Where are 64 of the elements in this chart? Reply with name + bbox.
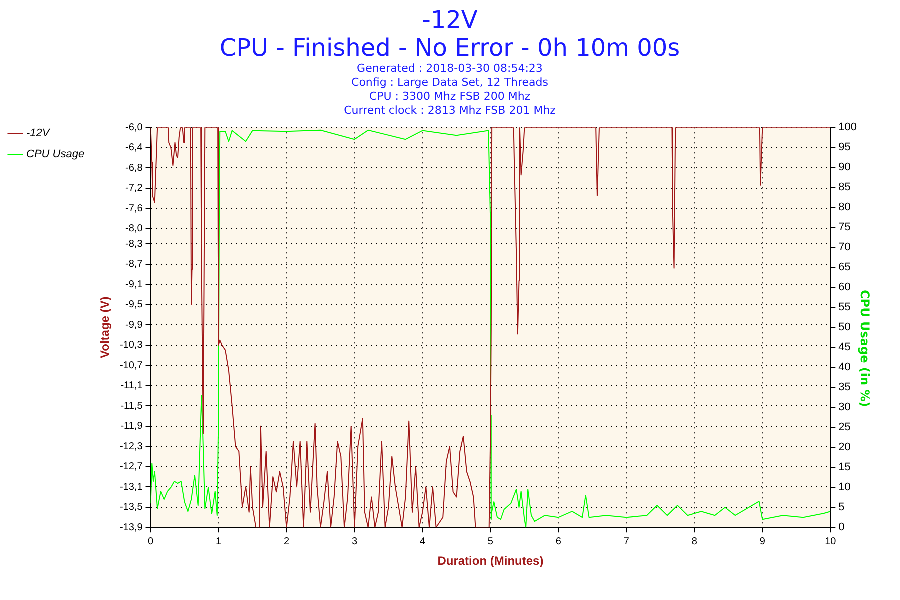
y-tick-label: -9,9 xyxy=(126,320,144,331)
y2-tick-label: 5 xyxy=(838,502,845,514)
y2-tick-label: 0 xyxy=(838,522,845,534)
legend-label: CPU Usage xyxy=(26,148,85,161)
y-axis-title: Voltage (V) xyxy=(98,296,112,358)
y-tick-label: -8,3 xyxy=(126,238,144,250)
y2-tick-label: 25 xyxy=(838,422,851,434)
y2-tick-label: 80 xyxy=(838,202,851,214)
x-tick-label: 1 xyxy=(216,536,222,548)
y-tick-label: -11,5 xyxy=(120,400,144,412)
text: Generated : 2018-03-30 08:54:23 xyxy=(356,62,544,76)
y-tick-label: -13,5 xyxy=(120,502,144,514)
text: Config : Large Data Set, 12 Threads xyxy=(350,76,550,90)
y2-tick-label: 50 xyxy=(838,322,851,334)
x-tick-label: 8 xyxy=(692,536,698,548)
y2-tick-label: 20 xyxy=(838,442,851,454)
y2-tick-label: 85 xyxy=(838,182,851,194)
x-tick-label: 3 xyxy=(352,536,358,548)
y2-tick-label: 55 xyxy=(838,302,851,314)
y2-tick-label: 90 xyxy=(838,162,851,174)
y-tick-label: -11,1 xyxy=(120,380,144,392)
y-tick-label: -6,4 xyxy=(126,142,144,154)
x-tick-label: 2 xyxy=(284,536,290,548)
y2-tick-label: 95 xyxy=(838,142,851,154)
x-tick-label: 10 xyxy=(825,536,837,548)
y-tick-label: -7,2 xyxy=(126,183,144,194)
y2-tick-label: 65 xyxy=(838,262,851,274)
y2-tick-label: 70 xyxy=(838,242,851,254)
chart-subtitle: CPU - Finished - No Error - 0h 10m 00s xyxy=(218,34,682,62)
y-tick-label: -8,0 xyxy=(126,224,144,235)
legend-label: -12V xyxy=(26,128,52,140)
y-tick-label: -6,0 xyxy=(126,122,144,134)
x-axis-title: Duration (Minutes) xyxy=(438,554,544,568)
y-tick-label: -7,6 xyxy=(126,203,144,214)
y2-tick-label: 15 xyxy=(838,462,851,474)
y-tick-label: -9,1 xyxy=(126,279,144,290)
y-tick-label: -13,9 xyxy=(120,522,144,534)
x-tick-label: 5 xyxy=(488,536,494,548)
y-tick-label: -8,7 xyxy=(126,259,144,270)
y-tick-label: -10,3 xyxy=(120,340,144,352)
y2-tick-label: 60 xyxy=(838,282,851,294)
x-tick-label: 7 xyxy=(624,536,630,548)
y2-tick-label: 100 xyxy=(838,122,858,134)
y-tick-label: -13,1 xyxy=(120,482,144,493)
x-tick-label: 9 xyxy=(760,536,766,548)
y-tick-label: -11,9 xyxy=(120,421,144,432)
y2-axis-title: CPU Usage (in %) xyxy=(858,290,872,408)
y2-tick-label: 45 xyxy=(838,342,851,354)
y2-tick-label: 30 xyxy=(838,402,851,414)
y-tick-label: -12,7 xyxy=(120,462,144,473)
y2-tick-label: 40 xyxy=(838,362,851,374)
x-tick-label: 4 xyxy=(420,536,426,548)
y-tick-label: -6,8 xyxy=(126,162,144,174)
y2-tick-label: 75 xyxy=(838,222,851,234)
y2-tick-label: 35 xyxy=(838,382,851,394)
x-tick-label: 6 xyxy=(556,536,562,548)
text: Current clock : 2813 Mhz FSB 201 Mhz xyxy=(343,104,557,118)
y2-tick-label: 10 xyxy=(838,482,851,494)
y-tick-label: -10,7 xyxy=(120,360,144,372)
y-tick-label: -9,5 xyxy=(126,300,144,311)
x-tick-label: 0 xyxy=(148,536,154,548)
chart-title: -12V xyxy=(421,6,479,34)
text: CPU : 3300 Mhz FSB 200 Mhz xyxy=(368,90,532,104)
y-tick-label: -12,3 xyxy=(120,441,144,452)
